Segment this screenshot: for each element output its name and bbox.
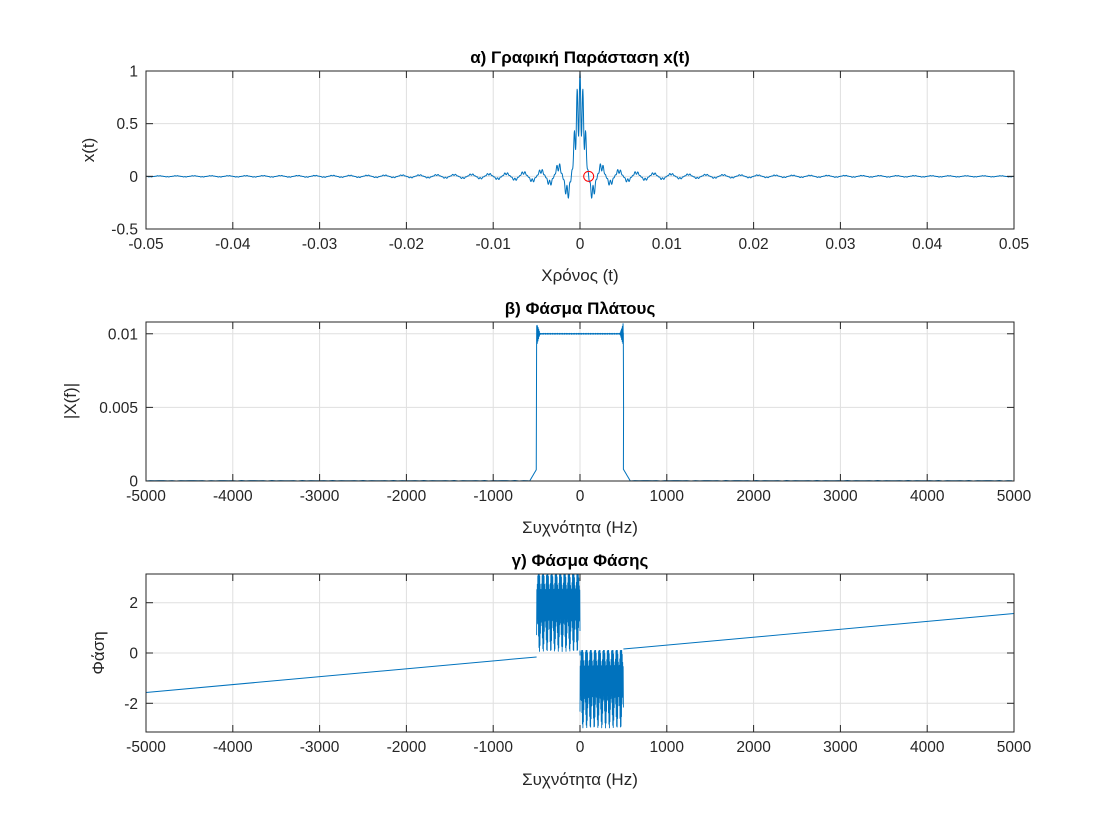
magnitude-y-tick-label-1: 0.005 bbox=[99, 400, 138, 417]
time-x-tick-label-7: 0.02 bbox=[739, 236, 769, 253]
plot-title-time: α) Γραφική Παράσταση x(t) bbox=[470, 48, 690, 67]
y-axis-label-magnitude: |X(f)| bbox=[61, 383, 80, 419]
magnitude-x-tick-label-6: 1000 bbox=[650, 488, 685, 505]
time-x-tick-label-2: -0.03 bbox=[302, 236, 337, 253]
subplot-time-signal: -0.05 -0.04 -0.03 -0.02 -0.01 0 0.01 0.02 0.03 0.… bbox=[79, 48, 1029, 285]
time-x-tick-label-0: -0.05 bbox=[128, 236, 163, 253]
phase-x-tick-label-0: -5000 bbox=[126, 739, 166, 756]
magnitude-x-tick-label-0: -5000 bbox=[126, 488, 166, 505]
ticks-magnitude: -5000 -4000 -3000 -2000 -1000 0 1000 2000 3000 40… bbox=[99, 322, 1032, 505]
time-x-tick-label-4: -0.01 bbox=[476, 236, 511, 253]
series-phase bbox=[145, 573, 1015, 729]
plot-title-magnitude: β) Φάσμα Πλάτους bbox=[505, 299, 656, 318]
phase-y-tick-label-2: 2 bbox=[129, 595, 138, 612]
subplot-magnitude-spectrum: -5000 -4000 -3000 -2000 -1000 0 1000 2000 3000 40… bbox=[61, 299, 1032, 537]
time-y-tick-label-2: 0.5 bbox=[116, 116, 138, 133]
magnitude-y-tick-label-0: 0 bbox=[129, 474, 138, 491]
time-x-tick-label-9: 0.04 bbox=[912, 236, 943, 253]
phase-x-tick-label-5: 0 bbox=[576, 739, 585, 756]
time-x-tick-label-6: 0.01 bbox=[652, 236, 682, 253]
time-y-tick-label-3: 1 bbox=[129, 64, 138, 81]
x-axis-label-phase: Συχνότητα (Hz) bbox=[522, 770, 638, 789]
phase-band-negative-freq bbox=[536, 573, 581, 652]
time-x-tick-label-3: -0.02 bbox=[389, 236, 424, 253]
phase-line-left bbox=[145, 656, 537, 693]
phase-y-tick-label-0: -2 bbox=[124, 696, 138, 713]
magnitude-x-tick-label-3: -2000 bbox=[387, 488, 427, 505]
y-axis-label-phase: Φάση bbox=[89, 631, 108, 674]
phase-y-tick-label-1: 0 bbox=[129, 646, 138, 663]
phase-x-tick-label-10: 5000 bbox=[997, 739, 1032, 756]
phase-x-tick-label-2: -3000 bbox=[300, 739, 340, 756]
time-y-tick-label-0: -0.5 bbox=[111, 222, 138, 239]
phase-x-tick-label-7: 2000 bbox=[736, 739, 771, 756]
magnitude-x-tick-label-8: 3000 bbox=[823, 488, 858, 505]
y-axis-label-time: x(t) bbox=[79, 138, 98, 163]
x-axis-label-magnitude: Συχνότητα (Hz) bbox=[522, 518, 638, 537]
plot-title-phase: γ) Φάσμα Φάσης bbox=[512, 551, 649, 570]
ticks-phase: -5000 -4000 -3000 -2000 -1000 0 1000 2000 3000 40… bbox=[124, 574, 1032, 756]
magnitude-x-tick-label-5: 0 bbox=[576, 488, 585, 505]
time-x-tick-label-10: 0.05 bbox=[999, 236, 1029, 253]
phase-x-tick-label-4: -1000 bbox=[473, 739, 513, 756]
time-x-tick-label-1: -0.04 bbox=[215, 236, 251, 253]
magnitude-x-tick-label-2: -3000 bbox=[300, 488, 340, 505]
phase-x-tick-label-6: 1000 bbox=[650, 739, 685, 756]
ticks-time: -0.05 -0.04 -0.03 -0.02 -0.01 0 0.01 0.02 0.03 0.… bbox=[111, 64, 1029, 254]
magnitude-y-tick-label-2: 0.01 bbox=[108, 326, 138, 343]
magnitude-x-tick-label-10: 5000 bbox=[997, 488, 1032, 505]
time-y-tick-label-1: 0 bbox=[129, 169, 138, 186]
x-axis-label-time: Χρόνος (t) bbox=[541, 266, 618, 285]
magnitude-x-tick-label-7: 2000 bbox=[736, 488, 771, 505]
phase-x-tick-label-9: 4000 bbox=[910, 739, 945, 756]
time-x-tick-label-8: 0.03 bbox=[825, 236, 855, 253]
magnitude-x-tick-label-4: -1000 bbox=[473, 488, 513, 505]
magnitude-x-tick-label-9: 4000 bbox=[910, 488, 945, 505]
phase-x-tick-label-3: -2000 bbox=[387, 739, 427, 756]
phase-x-tick-label-8: 3000 bbox=[823, 739, 858, 756]
magnitude-x-tick-label-1: -4000 bbox=[213, 488, 253, 505]
time-x-tick-label-5: 0 bbox=[576, 236, 585, 253]
subplot-phase-spectrum: -5000 -4000 -3000 -2000 -1000 0 1000 2000 3000 40… bbox=[89, 551, 1032, 789]
phase-x-tick-label-1: -4000 bbox=[213, 739, 253, 756]
phase-line-right bbox=[623, 613, 1015, 650]
phase-band-positive-freq bbox=[579, 650, 624, 729]
time-marker-circle bbox=[583, 170, 595, 182]
